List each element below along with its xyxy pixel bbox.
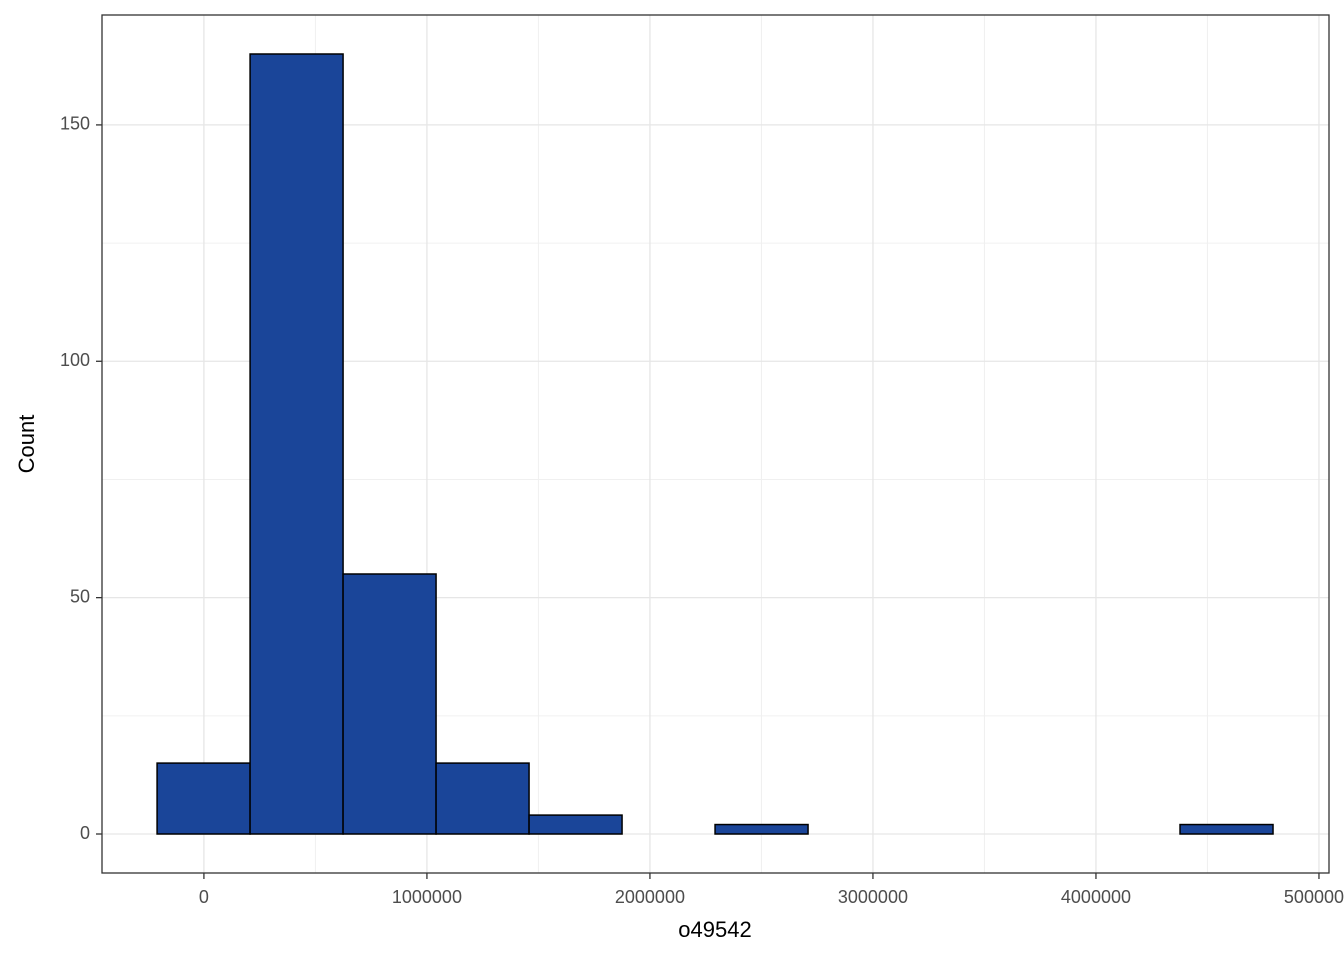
bar	[156, 762, 251, 835]
bars	[156, 53, 1274, 835]
bar	[1179, 823, 1274, 835]
x-tick-label: 2000000	[615, 887, 685, 907]
y-tick-label: 0	[80, 823, 90, 843]
bar	[714, 823, 809, 835]
x-tick-label: 4000000	[1061, 887, 1131, 907]
x-tick-label: 3000000	[838, 887, 908, 907]
bar	[435, 762, 530, 835]
y-tick-label: 100	[60, 350, 90, 370]
panel-border	[101, 14, 1330, 874]
bar	[528, 814, 623, 835]
y-tick-label: 150	[60, 114, 90, 134]
y-axis-title: Count	[14, 415, 39, 474]
y-tick-label: 50	[70, 586, 90, 606]
x-axis-title: o49542	[678, 917, 751, 942]
bar	[342, 573, 437, 835]
x-tick-label: 0	[199, 887, 209, 907]
x-tick-label: 1000000	[392, 887, 462, 907]
bar	[249, 53, 344, 835]
